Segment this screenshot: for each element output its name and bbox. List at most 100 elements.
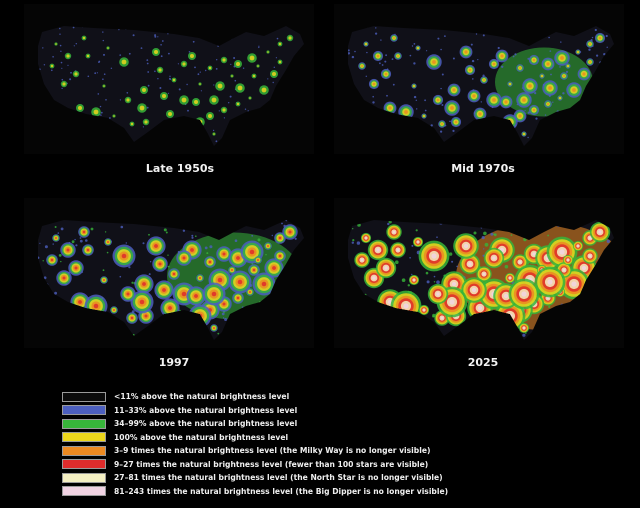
light-dot — [242, 67, 245, 69]
legend-swatch — [62, 486, 106, 497]
light-dot — [96, 72, 98, 74]
light-dot — [157, 78, 159, 80]
light-dot — [50, 137, 53, 140]
city-glow — [199, 83, 201, 85]
light-dot — [69, 133, 71, 135]
city-glow — [130, 316, 134, 320]
city-glow — [55, 43, 57, 45]
city-glow — [93, 303, 99, 309]
city-glow — [451, 281, 457, 287]
light-dot — [580, 297, 584, 301]
light-dot — [213, 220, 216, 222]
light-dot — [535, 332, 539, 336]
city-glow — [195, 311, 205, 321]
light-dot — [258, 45, 260, 47]
light-dot — [195, 235, 197, 237]
light-dot — [588, 121, 590, 123]
light-dot — [257, 238, 261, 242]
light-dot — [469, 136, 472, 139]
light-dot — [42, 260, 44, 262]
city-glow — [504, 310, 516, 322]
light-dot — [294, 293, 297, 296]
light-dot — [409, 257, 411, 259]
light-dot — [477, 59, 479, 61]
city-glow — [577, 245, 579, 247]
light-dot — [565, 70, 569, 73]
light-dot — [230, 63, 232, 65]
light-dot — [401, 278, 406, 282]
light-dot — [411, 244, 414, 247]
light-dot — [416, 130, 419, 133]
light-dot — [490, 232, 494, 236]
light-dot — [86, 321, 89, 324]
city-glow — [532, 108, 536, 112]
legend-swatch — [62, 405, 106, 416]
light-dot — [39, 242, 41, 244]
light-dot — [503, 336, 505, 339]
city-glow — [261, 281, 267, 287]
city-glow — [278, 42, 282, 46]
light-dot — [273, 66, 275, 68]
city-glow — [509, 83, 511, 85]
light-dot — [189, 135, 191, 137]
light-dot — [522, 333, 526, 337]
light-dot — [354, 50, 356, 53]
light-dot — [560, 41, 562, 43]
city-glow — [249, 97, 251, 99]
city-glow — [567, 65, 569, 67]
city-glow — [62, 276, 66, 280]
light-dot — [608, 80, 610, 82]
city-glow — [162, 288, 166, 292]
light-dot — [473, 231, 477, 235]
light-dot — [105, 99, 107, 101]
city-glow — [504, 116, 516, 128]
light-dot — [86, 313, 88, 315]
light-dot — [425, 271, 429, 275]
light-dot — [382, 123, 385, 125]
legend-label: 11–33% above the natural brightness leve… — [114, 405, 298, 415]
city-glow — [103, 85, 105, 87]
city-glow — [107, 47, 109, 49]
city-glow — [199, 277, 201, 279]
light-dot — [591, 36, 594, 39]
city-glow — [208, 260, 212, 264]
light-dot — [60, 227, 64, 231]
light-dot — [209, 245, 213, 249]
city-glow — [86, 248, 90, 252]
light-dot — [598, 257, 601, 260]
light-dot — [177, 63, 179, 65]
light-dot — [205, 69, 207, 72]
light-dot — [395, 260, 399, 264]
light-dot — [416, 108, 418, 110]
light-dot — [158, 129, 161, 132]
light-dot — [38, 83, 39, 86]
light-dot — [98, 61, 100, 63]
city-glow — [404, 110, 408, 114]
light-dot — [518, 138, 520, 140]
city-glow — [139, 299, 145, 305]
caption-mid-1970s: Mid 1970s — [451, 162, 515, 175]
city-glow — [66, 54, 70, 58]
light-dot — [244, 108, 247, 110]
light-dot — [168, 31, 171, 33]
light-dot — [456, 265, 458, 268]
city-glow — [532, 58, 536, 62]
light-dot — [100, 114, 102, 116]
light-dot — [291, 64, 293, 66]
light-dot — [234, 79, 237, 82]
light-dot — [60, 61, 63, 64]
city-glow — [82, 230, 86, 234]
light-dot — [608, 268, 612, 272]
light-dot — [435, 328, 439, 331]
city-glow — [562, 268, 566, 272]
light-dot — [109, 117, 111, 119]
light-dot — [200, 90, 202, 92]
light-dot — [411, 273, 413, 276]
light-dot — [199, 71, 201, 73]
light-dot — [293, 98, 295, 100]
light-dot — [398, 312, 401, 316]
light-dot — [167, 265, 170, 268]
light-dot — [351, 241, 354, 244]
light-dot — [76, 324, 79, 327]
light-dot — [278, 97, 281, 99]
